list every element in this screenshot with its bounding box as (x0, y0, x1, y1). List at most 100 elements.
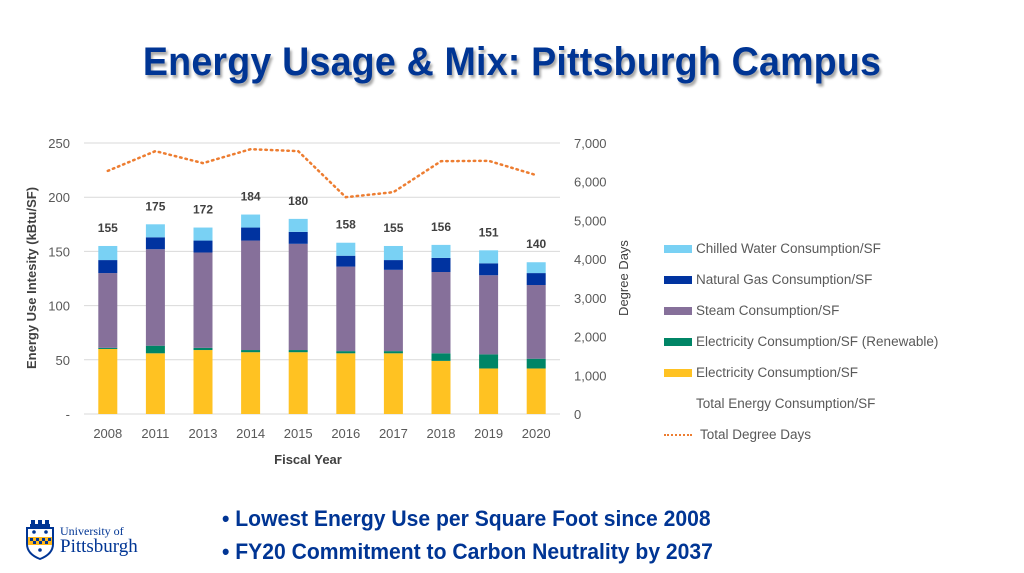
data-labels: 155 175 172 184 180 158 155 156 151 140 (98, 190, 547, 252)
university-logo: University of Pittsburgh (25, 520, 138, 560)
total-data-label: 155 (383, 221, 403, 235)
bar-segment (526, 285, 546, 359)
total-data-label: 172 (193, 203, 213, 217)
x-tick-label: 2013 (189, 426, 218, 441)
legend-label: Total Degree Days (700, 427, 812, 442)
bar-segment (193, 252, 213, 348)
total-data-label: 140 (526, 237, 546, 251)
bar-segment (431, 271, 451, 354)
bar-segment (526, 358, 546, 369)
bar-segment (479, 368, 499, 414)
bar-segment (98, 273, 118, 348)
bars (98, 214, 546, 414)
y2-tick-label: 3,000 (574, 291, 607, 306)
legend-label: Total Energy Consumption/SF (696, 396, 876, 411)
total-data-label: 151 (479, 225, 499, 239)
bar-segment (383, 245, 403, 261)
y2-tick-label: 1,000 (574, 368, 607, 383)
slide-title: Energy Usage & Mix: Pittsburgh Campus (142, 40, 882, 84)
bar-segment (431, 257, 451, 272)
bar-segment (288, 231, 308, 244)
legend-item: Total Degree Days (664, 419, 938, 450)
energy-chart: 155 175 172 184 180 158 155 156 151 140 - 50 100 150… (24, 136, 631, 467)
x-tick-label: 2008 (93, 426, 122, 441)
total-data-label: 175 (145, 199, 165, 213)
bar-segment (145, 224, 165, 238)
degree-days-line (106, 147, 538, 199)
x-tick-label: 2011 (141, 426, 169, 441)
legend-label: Electricity Consumption/SF (Renewable) (696, 334, 939, 349)
legend-label: Chilled Water Consumption/SF (696, 241, 881, 256)
bar-segment (288, 218, 308, 232)
bar-segment (479, 275, 499, 355)
bar-segment (193, 227, 213, 241)
y-tick-label: 50 (56, 353, 70, 368)
bar-segment (383, 351, 403, 354)
total-data-label: 158 (336, 218, 356, 232)
total-data-label: 184 (241, 190, 261, 204)
total-data-label: 180 (288, 194, 308, 208)
legend-item: Electricity Consumption/SF (664, 357, 938, 388)
y-tick-label: 250 (48, 136, 70, 151)
bar-segment (145, 237, 165, 250)
bar-segment (241, 352, 261, 414)
bar-segment (241, 214, 261, 228)
x-tick-label: 2018 (427, 426, 456, 441)
degree-days-series (106, 147, 538, 199)
y2-tick-label: 4,000 (574, 252, 607, 267)
logo-line2: Pittsburgh (60, 535, 138, 557)
legend-swatch (664, 400, 692, 408)
legend-label: Electricity Consumption/SF (696, 365, 859, 380)
x-tick-label: 2017 (379, 426, 408, 441)
bullet-item: • Lowest Energy Use per Square Foot sinc… (222, 506, 711, 531)
bar-segment (383, 269, 403, 352)
legend-label: Steam Consumption/SF (696, 303, 840, 318)
bar-segment (145, 249, 165, 346)
university-shield-icon (26, 520, 54, 560)
bar-segment (479, 354, 499, 369)
bar-segment (98, 245, 118, 261)
bar-segment (336, 242, 356, 256)
y2-tick-label: 7,000 (574, 136, 607, 151)
bar-segment (241, 240, 261, 351)
legend-item: Steam Consumption/SF (664, 295, 938, 326)
total-data-label: 155 (98, 221, 118, 235)
x-tick-label: 2015 (284, 426, 313, 441)
y-tick-label: 150 (48, 244, 70, 259)
bar-segment (526, 262, 546, 274)
bar-segment (98, 347, 118, 349)
bar-segment (431, 353, 451, 361)
y-tick-label: - (66, 407, 70, 422)
x-tick-label: 2019 (474, 426, 503, 441)
legend-swatch (664, 368, 692, 377)
bar-segment (336, 255, 356, 267)
y-axis-title: Energy Use Intesity (kBtu/SF) (24, 187, 39, 369)
bar-segment (241, 227, 261, 241)
bullet-list: • Lowest Energy Use per Square Foot sinc… (222, 502, 733, 568)
y2-axis-title: Degree Days (616, 240, 631, 316)
x-tick-label: 2016 (331, 426, 360, 441)
y2-tick-label: 2,000 (574, 330, 607, 345)
legend-item: Total Energy Consumption/SF (664, 388, 938, 419)
legend-item: Electricity Consumption/SF (Renewable) (664, 326, 938, 357)
bar-segment (145, 353, 165, 414)
bar-segment (193, 240, 213, 253)
bar-segment (241, 350, 261, 353)
bar-segment (145, 345, 165, 354)
logo-line1: University of (60, 523, 124, 538)
legend-item: Natural Gas Consumption/SF (664, 264, 938, 295)
bar-segment (431, 244, 451, 258)
legend-item: Chilled Water Consumption/SF (664, 233, 938, 264)
bar-segment (193, 350, 213, 414)
y-tick-label: 100 (48, 299, 70, 314)
legend-swatch (664, 433, 692, 436)
legend-swatch (664, 244, 692, 253)
bar-segment (98, 348, 118, 414)
x-tick-label: 2020 (522, 426, 551, 441)
y2-tick-label: 0 (574, 407, 581, 422)
legend-swatch (664, 306, 692, 315)
bar-segment (288, 350, 308, 353)
bar-segment (288, 243, 308, 351)
y-tick-label: 200 (48, 190, 70, 205)
bar-segment (526, 368, 546, 414)
